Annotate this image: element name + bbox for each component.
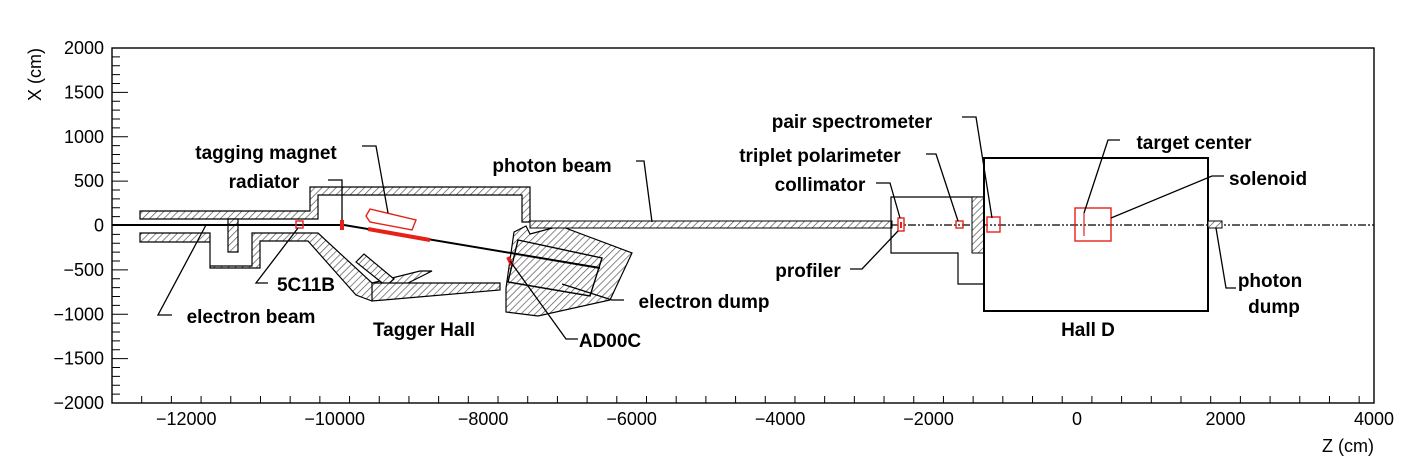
label-profiler: profiler	[775, 261, 841, 282]
y-tick-label: 1500	[64, 82, 104, 102]
electron-dump-block	[505, 225, 633, 317]
label-solenoid: solenoid	[1229, 169, 1307, 190]
tagger-focal-plane	[367, 227, 431, 242]
label-pair-spectrometer: pair spectrometer	[772, 112, 933, 133]
y-tick-label: −2000	[53, 393, 104, 413]
leader-photon-beam	[636, 160, 653, 223]
label-tagging-magnet: tagging magnet	[195, 143, 337, 164]
x-tick-label: −2000	[903, 409, 954, 429]
x-tick-label: −8000	[458, 409, 509, 429]
triplet-polarimeter-marker	[955, 220, 964, 229]
y-tick-label: 2000	[64, 38, 104, 58]
label-photon-beam: photon beam	[492, 156, 611, 177]
x-tick-label: 2000	[1206, 409, 1246, 429]
label-tagger-hall: Tagger Hall	[373, 320, 475, 341]
x-tick-label: −4000	[755, 409, 806, 429]
label-electron-dump: electron dump	[639, 292, 770, 313]
collimator-wall	[971, 196, 985, 254]
radiator-marker	[340, 220, 344, 230]
component-labels: tagging magnet radiator photon beam pair…	[187, 112, 1307, 352]
leader-photon-dump	[1215, 227, 1236, 289]
x-tick-label: −10000	[304, 409, 365, 429]
photon-beam-pipe	[529, 220, 893, 229]
x-axis-title: Z (cm)	[1322, 436, 1374, 456]
label-ad00c: AD00C	[579, 331, 642, 352]
photon-dump-marker	[1207, 220, 1223, 229]
5c11b-marker	[295, 220, 304, 229]
label-collimator: collimator	[775, 175, 866, 196]
leader-radiator	[328, 179, 343, 220]
tagger-upper-wall	[139, 186, 531, 223]
y-axis-title: X (cm)	[25, 48, 45, 101]
x-tick-label: −6000	[606, 409, 657, 429]
x-tick-label: −12000	[156, 409, 217, 429]
leader-pair-spectrometer	[962, 116, 993, 219]
y-tick-label: −1500	[53, 349, 104, 369]
leader-lines	[156, 116, 1236, 340]
y-tick-label: −500	[63, 260, 104, 280]
electron-dump-outline	[507, 239, 603, 297]
tagging-magnet-outline	[365, 208, 417, 231]
x-tick-label: 0	[1072, 409, 1082, 429]
leader-triplet-polarimeter	[926, 153, 959, 222]
label-triplet-polarimeter: triplet polarimeter	[739, 146, 901, 167]
y-ticks: 2000 1500 1000 500 0 −500 −1000 −1500 −2000	[53, 38, 128, 413]
tagger-lower-wall-left	[139, 232, 433, 302]
tagger-wall-stub	[227, 218, 239, 253]
tagger-hall-walls	[139, 186, 633, 317]
solenoid-marker	[1074, 207, 1112, 242]
leader-tagging-magnet	[362, 145, 389, 214]
label-photon-dump-line2: dump	[1248, 297, 1300, 318]
label-electron-beam: electron beam	[187, 307, 316, 328]
x-ticks: −12000 −10000 −8000 −6000 −4000 −2000 0 2000 400…	[111, 396, 1394, 429]
tagger-lower-spur	[355, 253, 395, 287]
leader-ad00c	[509, 260, 578, 340]
hall-d-outline	[983, 157, 1209, 312]
tagger-lower-floor	[371, 282, 501, 302]
leader-solenoid	[1110, 175, 1224, 219]
label-target-center: target center	[1136, 133, 1252, 154]
x-tick-label: 4000	[1354, 409, 1394, 429]
label-hall-d: Hall D	[1061, 320, 1115, 341]
label-5c11b: 5C11B	[277, 275, 335, 296]
collimator-cave	[890, 196, 985, 285]
axes: 2000 1500 1000 500 0 −500 −1000 −1500 −2000 −120…	[25, 38, 1394, 456]
profiler-marker	[897, 217, 905, 232]
label-photon-dump-line1: photon	[1238, 271, 1302, 292]
leader-profiler	[850, 230, 899, 270]
profiler-center	[900, 222, 902, 228]
leader-electron-dump	[561, 283, 624, 301]
y-tick-label: −1000	[53, 304, 104, 324]
label-radiator: radiator	[229, 172, 300, 193]
leader-electron-beam	[156, 224, 207, 316]
y-tick-label: 0	[94, 216, 104, 236]
leader-5c11b	[254, 227, 299, 284]
pair-spectrometer-marker	[986, 216, 1001, 233]
leader-collimator	[876, 182, 901, 219]
y-tick-label: 1000	[64, 127, 104, 147]
y-tick-label: 500	[74, 171, 104, 191]
leader-target-center	[1083, 139, 1120, 214]
